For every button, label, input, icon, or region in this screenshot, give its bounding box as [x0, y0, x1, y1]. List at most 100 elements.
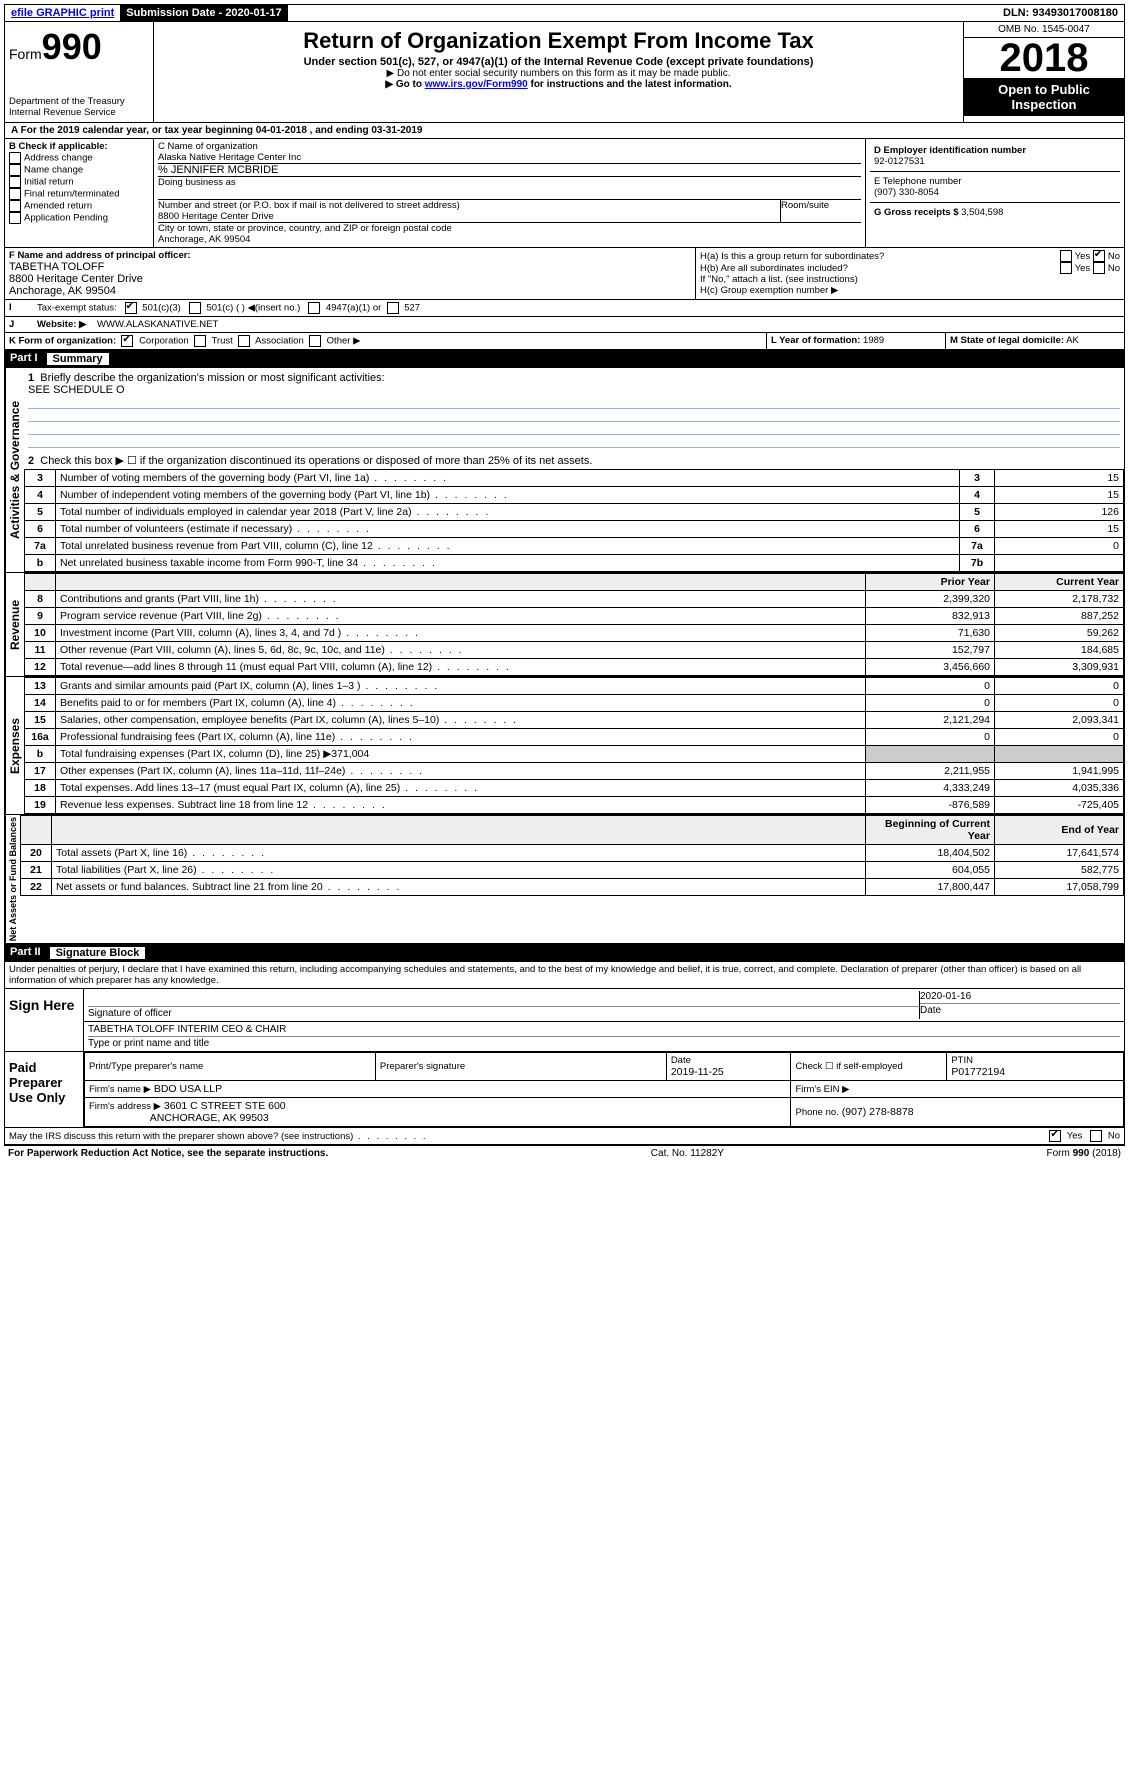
table-row: 8 Contributions and grants (Part VIII, l…	[25, 591, 1124, 608]
website-row: J Website: ▶ WWW.ALASKANATIVE.NET	[4, 317, 1125, 333]
room-suite-label: Room/suite	[780, 200, 861, 222]
chk-other[interactable]	[309, 335, 321, 347]
table-row: 9 Program service revenue (Part VIII, li…	[25, 608, 1124, 625]
box-k-label: K Form of organization:	[9, 336, 116, 347]
discuss-yes[interactable]	[1049, 1130, 1061, 1142]
state-domicile: AK	[1066, 335, 1079, 346]
date-label: Date	[920, 1005, 941, 1016]
table-row: 6 Total number of volunteers (estimate i…	[25, 521, 1124, 538]
chk-4947[interactable]	[308, 302, 320, 314]
box-e-label: E Telephone number	[874, 176, 1116, 187]
table-row: 12 Total revenue—add lines 8 through 11 …	[25, 659, 1124, 676]
firm-name: BDO USA LLP	[154, 1083, 222, 1095]
expenses-table: 13 Grants and similar amounts paid (Part…	[24, 677, 1124, 814]
org-name: Alaska Native Heritage Center Inc	[158, 152, 861, 163]
print-name-label: Type or print name and title	[88, 1038, 209, 1049]
table-row: 3 Number of voting members of the govern…	[25, 470, 1124, 487]
phone: (907) 330-8054	[874, 187, 1116, 198]
col-prior-year: Prior Year	[866, 574, 995, 591]
h-a-label: H(a) Is this a group return for subordin…	[700, 251, 1060, 262]
discuss-text: May the IRS discuss this return with the…	[5, 1129, 1045, 1144]
tax-status-row: I Tax-exempt status: 501(c)(3) 501(c) ( …	[4, 300, 1125, 317]
discuss-row: May the IRS discuss this return with the…	[4, 1128, 1125, 1145]
submission-date: Submission Date - 2020-01-17	[120, 5, 287, 21]
hb-no[interactable]	[1093, 262, 1105, 274]
box-f-label: F Name and address of principal officer:	[9, 250, 691, 261]
ha-no[interactable]	[1093, 250, 1105, 262]
gross-receipts: 3,504,598	[961, 207, 1003, 218]
officer-name: TABETHA TOLOFF	[9, 261, 691, 273]
form-subtitle: Under section 501(c), 527, or 4947(a)(1)…	[162, 56, 955, 68]
h-b-note: If "No," attach a list. (see instruction…	[700, 274, 1120, 285]
firm-phone-label: Phone no.	[795, 1107, 838, 1118]
instructions-note: ▶ Go to www.irs.gov/Form990 for instruct…	[162, 79, 955, 90]
table-row: 17 Other expenses (Part IX, column (A), …	[25, 763, 1124, 780]
table-row: 21 Total liabilities (Part X, line 26) 6…	[21, 862, 1124, 879]
col-beginning: Beginning of Current Year	[866, 816, 995, 845]
chk-initial-return[interactable]: Initial return	[9, 176, 149, 188]
tax-year: 2018	[964, 38, 1124, 78]
table-row: 5 Total number of individuals employed i…	[25, 504, 1124, 521]
chk-trust[interactable]	[194, 335, 206, 347]
chk-final-return[interactable]: Final return/terminated	[9, 188, 149, 200]
chk-application-pending[interactable]: Application Pending	[9, 212, 149, 224]
ha-yes[interactable]	[1060, 250, 1072, 262]
net-assets-table: Beginning of Current Year End of Year 20…	[20, 815, 1124, 896]
officer-print-name: TABETHA TOLOFF INTERIM CEO & CHAIR	[88, 1024, 1120, 1035]
form-number: Form990	[9, 26, 149, 68]
sign-here-block: Sign Here Signature of officer 2020-01-1…	[4, 989, 1125, 1052]
table-row: 20 Total assets (Part X, line 16) 18,404…	[21, 845, 1124, 862]
table-row: b Net unrelated business taxable income …	[25, 555, 1124, 572]
firm-name-label: Firm's name ▶	[89, 1084, 151, 1095]
firm-phone: (907) 278-8878	[842, 1106, 914, 1118]
chk-527[interactable]	[387, 302, 399, 314]
box-m-label: M State of legal domicile:	[950, 335, 1064, 346]
city-label: City or town, state or province, country…	[158, 223, 861, 234]
governance-table: 3 Number of voting members of the govern…	[24, 469, 1124, 572]
catalog-number: Cat. No. 11282Y	[651, 1148, 724, 1159]
hb-yes[interactable]	[1060, 262, 1072, 274]
line-1-text: Briefly describe the organization's miss…	[40, 372, 384, 384]
sign-date: 2020-01-16	[920, 991, 1120, 1002]
discuss-no[interactable]	[1090, 1130, 1102, 1142]
chk-corporation[interactable]	[121, 335, 133, 347]
chk-501c[interactable]	[189, 302, 201, 314]
table-row: b Total fundraising expenses (Part IX, c…	[25, 746, 1124, 763]
instructions-link[interactable]: www.irs.gov/Form990	[425, 79, 528, 90]
form-footer: Form 990 (2018)	[1047, 1148, 1121, 1159]
col-prep-date-label: Date	[671, 1055, 787, 1066]
h-b-label: H(b) Are all subordinates included?	[700, 263, 1060, 274]
ptin: P01772194	[951, 1066, 1119, 1078]
box-l-label: L Year of formation:	[771, 335, 860, 346]
officer-addr1: 8800 Heritage Center Drive	[9, 273, 691, 285]
table-row: 14 Benefits paid to or for members (Part…	[25, 695, 1124, 712]
form-header: Form990 Department of the Treasury Inter…	[4, 22, 1125, 123]
chk-address-change[interactable]: Address change	[9, 152, 149, 164]
box-d-label: D Employer identification number	[874, 145, 1116, 156]
identity-block: B Check if applicable: Address change Na…	[4, 139, 1125, 248]
self-employed-check[interactable]: Check ☐ if self-employed	[795, 1061, 942, 1072]
fiscal-year-row: A For the 2019 calendar year, or tax yea…	[4, 123, 1125, 139]
revenue-table: Prior Year Current Year 8 Contributions …	[24, 573, 1124, 676]
dln: DLN: 93493017008180	[997, 5, 1124, 21]
chk-amended[interactable]: Amended return	[9, 200, 149, 212]
col-ptin-label: PTIN	[951, 1055, 1119, 1066]
chk-name-change[interactable]: Name change	[9, 164, 149, 176]
form-title: Return of Organization Exempt From Incom…	[162, 28, 955, 54]
pra-notice: For Paperwork Reduction Act Notice, see …	[8, 1148, 328, 1159]
table-row: 15 Salaries, other compensation, employe…	[25, 712, 1124, 729]
officer-addr2: Anchorage, AK 99504	[9, 285, 691, 297]
h-c-label: H(c) Group exemption number ▶	[700, 285, 1120, 296]
chk-association[interactable]	[238, 335, 250, 347]
line-1-val: SEE SCHEDULE O	[28, 384, 125, 396]
efile-link[interactable]: efile GRAPHIC print	[11, 7, 114, 19]
top-bar: efile GRAPHIC print Submission Date - 20…	[4, 4, 1125, 22]
section-governance: Activities & Governance	[5, 368, 24, 572]
table-row: 4 Number of independent voting members o…	[25, 487, 1124, 504]
website-url: WWW.ALASKANATIVE.NET	[93, 317, 222, 332]
firm-addr1: 3601 C STREET STE 600	[164, 1100, 286, 1112]
tax-status-label: Tax-exempt status:	[37, 303, 117, 314]
section-expenses: Expenses	[5, 677, 24, 814]
table-row: 19 Revenue less expenses. Subtract line …	[25, 797, 1124, 814]
chk-501c3[interactable]	[125, 302, 137, 314]
